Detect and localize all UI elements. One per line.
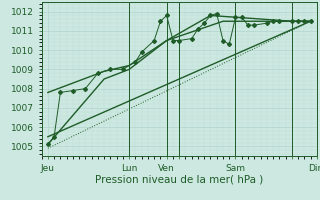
X-axis label: Pression niveau de la mer( hPa ): Pression niveau de la mer( hPa ) xyxy=(95,174,263,184)
